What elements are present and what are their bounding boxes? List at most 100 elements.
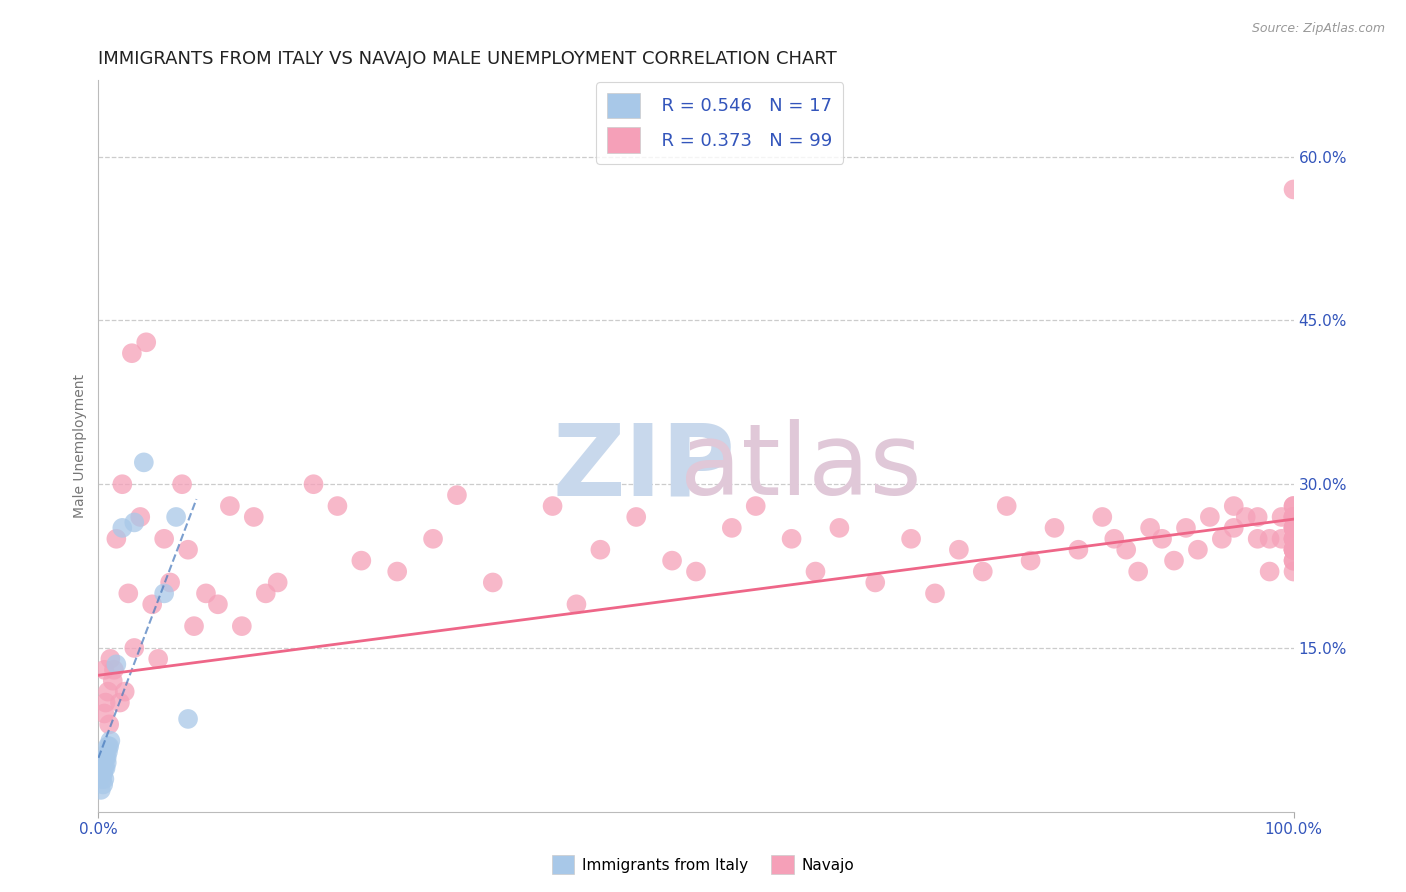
Point bbox=[804, 565, 827, 579]
Point bbox=[865, 575, 887, 590]
Point bbox=[98, 733, 122, 747]
Point bbox=[121, 346, 143, 360]
Point bbox=[1223, 521, 1246, 535]
Point bbox=[1282, 554, 1305, 568]
Point bbox=[1175, 521, 1198, 535]
Point bbox=[195, 586, 218, 600]
Point bbox=[177, 712, 200, 726]
Point bbox=[98, 652, 122, 666]
Point bbox=[97, 684, 120, 698]
Point bbox=[900, 532, 922, 546]
Point bbox=[91, 766, 114, 780]
Point bbox=[1282, 521, 1305, 535]
Point bbox=[326, 499, 349, 513]
Point bbox=[446, 488, 468, 502]
Point bbox=[103, 663, 125, 677]
Y-axis label: Male Unemployment: Male Unemployment bbox=[73, 374, 87, 518]
Point bbox=[159, 575, 181, 590]
Point bbox=[828, 521, 851, 535]
Point bbox=[243, 510, 266, 524]
Point bbox=[995, 499, 1018, 513]
Point bbox=[589, 542, 612, 557]
Point bbox=[626, 510, 648, 524]
Point bbox=[90, 783, 112, 797]
Point bbox=[1067, 542, 1090, 557]
Point bbox=[1187, 542, 1209, 557]
Point bbox=[1271, 510, 1294, 524]
Point bbox=[1223, 499, 1246, 513]
Point bbox=[108, 696, 131, 710]
Point bbox=[1282, 499, 1305, 513]
Point bbox=[96, 756, 118, 770]
Point bbox=[183, 619, 205, 633]
Point bbox=[1258, 532, 1281, 546]
Point bbox=[97, 745, 120, 759]
Point bbox=[105, 657, 128, 672]
Point bbox=[1282, 532, 1305, 546]
Point bbox=[481, 575, 505, 590]
Point bbox=[98, 717, 121, 731]
Point bbox=[105, 532, 128, 546]
Point bbox=[94, 761, 117, 775]
Point bbox=[132, 455, 155, 469]
Point bbox=[91, 772, 114, 786]
Point bbox=[111, 521, 134, 535]
Legend: Immigrants from Italy, Navajo: Immigrants from Italy, Navajo bbox=[546, 849, 860, 880]
Text: atlas: atlas bbox=[553, 419, 921, 516]
Point bbox=[148, 652, 170, 666]
Point bbox=[94, 696, 117, 710]
Point bbox=[721, 521, 744, 535]
Point bbox=[1282, 499, 1305, 513]
Point bbox=[129, 510, 152, 524]
Point bbox=[135, 335, 157, 350]
Point bbox=[685, 565, 707, 579]
Point bbox=[541, 499, 564, 513]
Point bbox=[1282, 542, 1305, 557]
Point bbox=[1104, 532, 1126, 546]
Point bbox=[1234, 510, 1257, 524]
Point bbox=[1282, 554, 1305, 568]
Legend:   R = 0.546   N = 17,   R = 0.373   N = 99: R = 0.546 N = 17, R = 0.373 N = 99 bbox=[596, 82, 844, 164]
Point bbox=[1282, 521, 1305, 535]
Point bbox=[1139, 521, 1161, 535]
Point bbox=[924, 586, 946, 600]
Point bbox=[153, 532, 176, 546]
Point bbox=[207, 597, 229, 611]
Point bbox=[267, 575, 290, 590]
Point bbox=[124, 640, 146, 655]
Point bbox=[93, 706, 115, 721]
Text: ZIP: ZIP bbox=[553, 419, 735, 516]
Point bbox=[1282, 510, 1305, 524]
Point bbox=[1282, 532, 1305, 546]
Point bbox=[114, 684, 136, 698]
Point bbox=[91, 777, 114, 791]
Point bbox=[302, 477, 325, 491]
Point bbox=[124, 516, 146, 530]
Point bbox=[93, 761, 115, 775]
Point bbox=[98, 739, 121, 754]
Point bbox=[94, 750, 117, 764]
Point bbox=[1282, 182, 1305, 196]
Point bbox=[1282, 521, 1305, 535]
Point bbox=[1115, 542, 1137, 557]
Point bbox=[972, 565, 994, 579]
Point bbox=[1271, 532, 1294, 546]
Point bbox=[948, 542, 970, 557]
Point bbox=[141, 597, 163, 611]
Point bbox=[165, 510, 187, 524]
Point bbox=[219, 499, 242, 513]
Point bbox=[1282, 542, 1305, 557]
Point bbox=[177, 542, 200, 557]
Point bbox=[1152, 532, 1174, 546]
Point bbox=[1282, 510, 1305, 524]
Point bbox=[96, 750, 118, 764]
Point bbox=[350, 554, 373, 568]
Point bbox=[153, 586, 176, 600]
Point bbox=[1199, 510, 1222, 524]
Point bbox=[1247, 510, 1270, 524]
Point bbox=[254, 586, 277, 600]
Point bbox=[97, 739, 120, 754]
Point bbox=[101, 673, 124, 688]
Point bbox=[422, 532, 444, 546]
Point bbox=[780, 532, 803, 546]
